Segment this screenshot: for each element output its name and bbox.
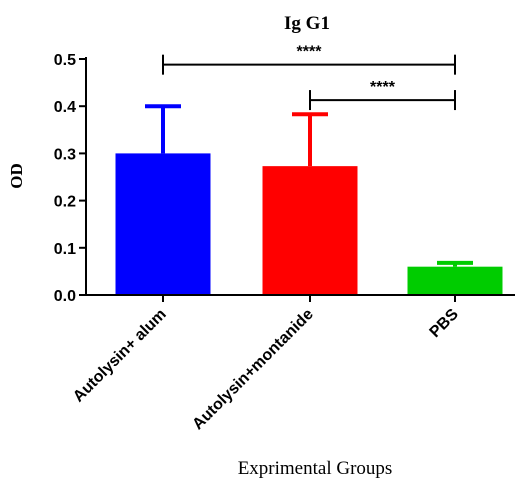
y-tick-label: 0.5: [54, 52, 76, 69]
x-tick-label: Autolysin+montanide: [189, 306, 316, 433]
y-tick-label: 0.0: [54, 288, 76, 305]
bar-2: [262, 166, 358, 295]
x-tick-label: PBS: [427, 306, 463, 342]
significance-label: ****: [297, 44, 323, 61]
bar-1: [115, 153, 211, 295]
y-tick-label: 0.2: [54, 194, 76, 211]
x-axis-label: Exprimental Groups: [238, 458, 393, 479]
significance-label: ****: [370, 79, 396, 96]
y-axis-label: OD: [7, 163, 26, 189]
y-tick-label: 0.1: [54, 241, 76, 258]
bar-3: [407, 266, 503, 295]
plot-area: 0.0 0.1 0.2 0.3 0.4 0.5 Autolysin+ alum Autolys…: [54, 44, 515, 433]
chart-title: Ig G1: [284, 13, 330, 34]
x-tick-label: Autolysin+ alum: [70, 306, 170, 406]
y-tick-label: 0.4: [54, 99, 76, 116]
y-tick-label: 0.3: [54, 146, 76, 163]
